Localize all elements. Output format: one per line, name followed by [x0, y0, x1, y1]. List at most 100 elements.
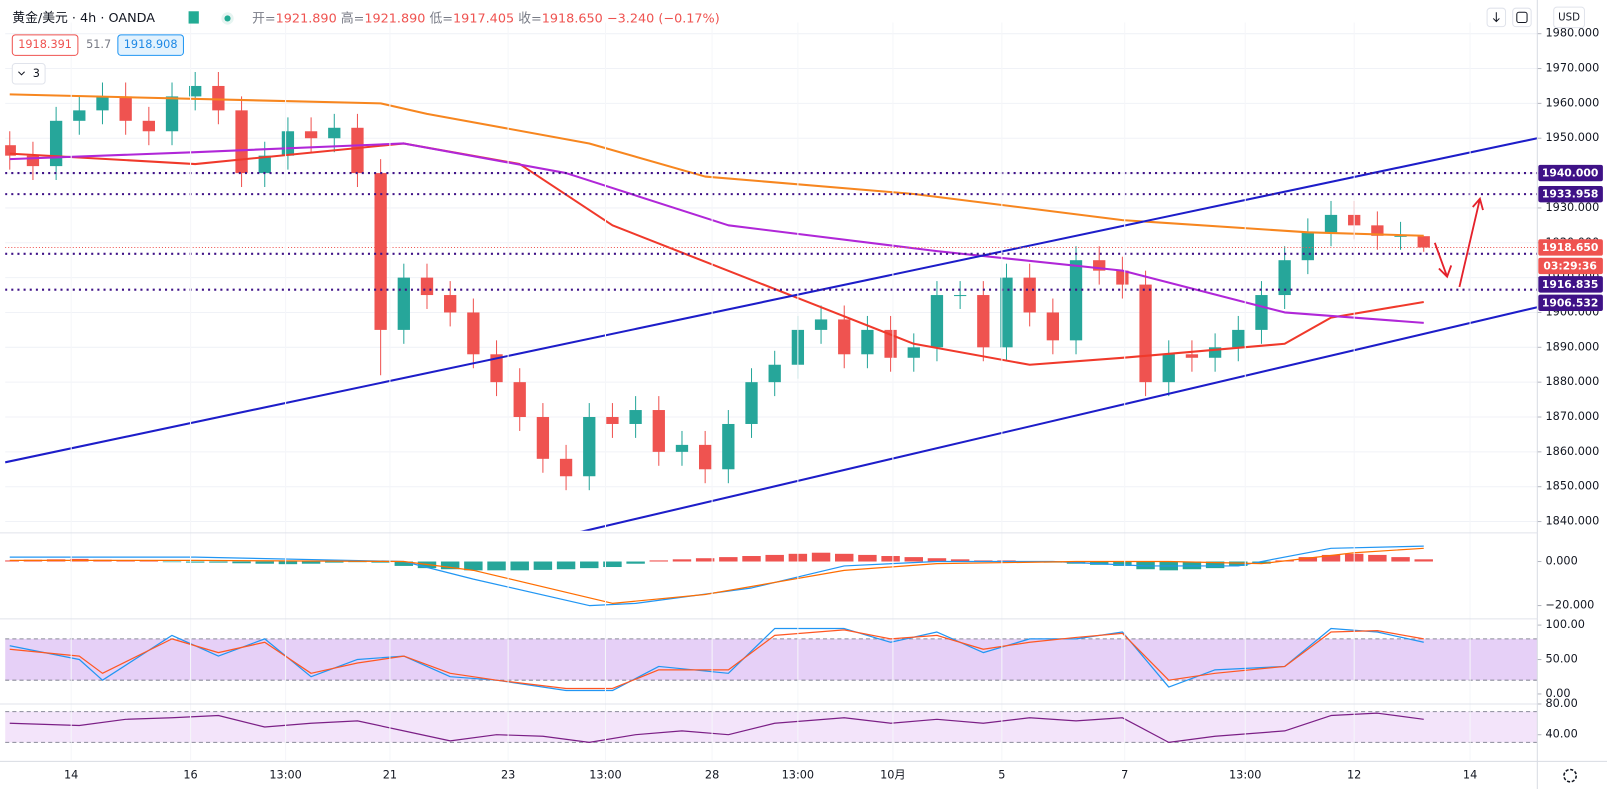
histogram-bar: [162, 561, 182, 563]
candle-body: [953, 295, 967, 297]
candle-body: [1185, 354, 1199, 358]
x-tick-label: 12: [1347, 769, 1361, 782]
x-tick-label: 14: [64, 769, 78, 782]
candle-body: [861, 329, 874, 355]
y-tick-label: 0.00: [1546, 687, 1571, 700]
candle-body: [977, 295, 990, 348]
histogram-bar: [719, 557, 738, 562]
settings-icon[interactable]: [1563, 768, 1578, 783]
candle-body: [119, 96, 132, 121]
candle-body: [420, 277, 434, 296]
candle-body: [374, 173, 387, 330]
price-label-box: [1538, 164, 1603, 182]
line-series: [9, 93, 1424, 237]
ohlc-legend: 开=1921.890 高=1921.890 低=1917.405 收=1918.650…: [252, 10, 720, 26]
price-label-box: [1538, 276, 1603, 293]
y-tick-label: 1960.000: [1546, 96, 1600, 109]
currency-box[interactable]: [1553, 6, 1585, 29]
histogram-bar: [556, 561, 576, 570]
y-tick-label: −20.000: [1546, 599, 1595, 612]
candle-body: [1232, 329, 1245, 348]
x-tick-label: 16: [183, 769, 197, 782]
candle-body: [1069, 260, 1083, 341]
y-tick-label: 0.000: [1546, 555, 1578, 568]
candle-body: [722, 423, 735, 470]
histogram-bar: [255, 561, 274, 564]
line-series: [9, 547, 1424, 604]
histogram-bar: [742, 556, 761, 562]
y-tick-label: 40.00: [1546, 728, 1578, 741]
candle-body: [1093, 260, 1106, 271]
histogram-bar: [649, 560, 669, 562]
candle-body: [1000, 277, 1013, 348]
candle-body: [1324, 214, 1338, 233]
annotation-arrow: [1433, 242, 1453, 279]
candle-body: [1046, 312, 1060, 341]
histogram-bar: [1368, 554, 1387, 562]
chevron-icon: [18, 71, 25, 76]
x-tick-label: 14: [1463, 769, 1477, 782]
candle-body: [652, 410, 665, 452]
price-label: 1940.000: [1542, 167, 1598, 180]
histogram-bar: [1298, 557, 1318, 562]
histogram-bar: [278, 561, 298, 565]
histogram-bar: [1321, 554, 1341, 562]
badge-box: [117, 34, 184, 56]
candle-body: [467, 312, 480, 355]
price-label-box: [1538, 239, 1603, 256]
candle-body: [165, 96, 179, 132]
x-tick-label: 13:00: [589, 769, 621, 782]
y-tick-label: 80.00: [1546, 697, 1578, 710]
histogram-bar: [765, 554, 784, 562]
histogram-bar: [185, 561, 205, 563]
histogram-bar: [510, 561, 529, 571]
candle-body: [814, 319, 828, 330]
y-tick-label: 1970.000: [1546, 62, 1600, 75]
histogram-bar: [881, 556, 900, 562]
flag-icon[interactable]: [188, 11, 199, 24]
candle-body: [328, 127, 341, 139]
x-tick-label: 10月: [880, 769, 906, 782]
candle-body: [212, 85, 225, 111]
candle-body: [26, 155, 40, 167]
candle-body: [258, 155, 271, 174]
histogram-bar: [139, 560, 159, 562]
badge: 1918.391: [18, 38, 72, 51]
histogram-bar: [835, 553, 854, 562]
candle-body: [606, 417, 619, 424]
histogram-bar: [325, 561, 344, 563]
y-tick-label: 1860.000: [1546, 445, 1600, 458]
histogram-bar: [209, 561, 228, 563]
badge: 1918.908: [124, 38, 178, 51]
histogram-bar: [603, 561, 622, 568]
histogram-bar: [1113, 561, 1132, 566]
y-tick-label: 1890.000: [1546, 340, 1600, 353]
indicator-toggle[interactable]: [11, 63, 46, 85]
symbol-title[interactable]: 黄金/美元 · 4h · OANDA: [12, 10, 155, 26]
histogram-bar: [232, 561, 251, 564]
candle-body: [1394, 235, 1407, 237]
histogram-bar: [1414, 559, 1433, 562]
line-series: [9, 712, 1424, 743]
y-tick-label: 1840.000: [1546, 515, 1600, 528]
candle-body: [1023, 277, 1036, 313]
histogram-bar: [927, 558, 947, 562]
candle-body: [5, 145, 16, 156]
candle-body: [1208, 347, 1222, 358]
histogram-bar: [487, 561, 506, 571]
badge: 51.7: [86, 38, 111, 51]
fullscreen-button[interactable]: [1512, 7, 1532, 28]
currency[interactable]: USD: [1558, 11, 1580, 23]
candle-body: [930, 295, 944, 348]
histogram-bar: [301, 561, 321, 564]
candle-body: [675, 444, 689, 452]
band: [5, 638, 1538, 681]
candle-body: [397, 277, 410, 330]
x-tick-label: 13:00: [1229, 769, 1261, 782]
candle-body: [699, 444, 712, 470]
candle-body: [1301, 232, 1314, 261]
x-tick-label: 21: [383, 769, 397, 782]
y-tick-label: 1850.000: [1546, 480, 1600, 493]
candle-body: [1371, 225, 1384, 236]
collapsed-count[interactable]: 3: [33, 67, 40, 80]
